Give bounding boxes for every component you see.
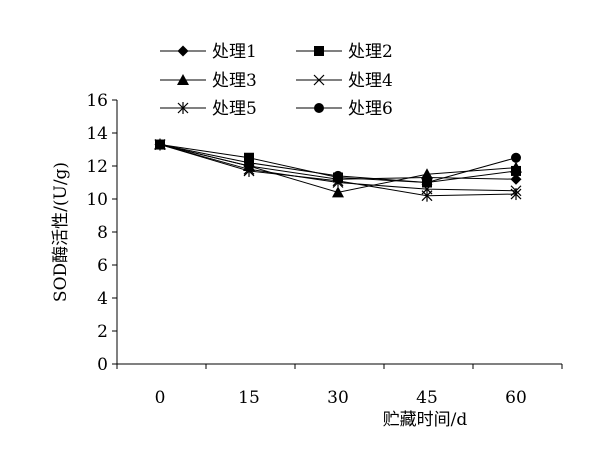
marker-asterisk xyxy=(510,188,522,201)
legend-entry: 处理6 xyxy=(296,99,393,119)
series-6 xyxy=(155,139,521,188)
marker-triangle xyxy=(177,74,189,85)
legend-entry: 处理3 xyxy=(160,71,257,91)
legend-label: 处理5 xyxy=(212,99,257,119)
legend-entry: 处理4 xyxy=(296,71,393,91)
legend-entry: 处理5 xyxy=(160,99,257,119)
y-axis-ticks: 0 2 4 6 8 10 12 14 16 xyxy=(86,91,117,375)
marker-x xyxy=(313,74,325,86)
legend-label: 处理3 xyxy=(212,71,257,91)
y-tick-label: 2 xyxy=(97,322,108,342)
y-tick-label: 6 xyxy=(97,256,108,276)
legend-label: 处理4 xyxy=(348,71,393,91)
x-tick-label: 0 xyxy=(155,388,166,408)
y-tick-label: 8 xyxy=(97,223,108,243)
marker-square xyxy=(314,46,324,56)
legend: 处理1 处理2 处理3 处理4 处理5 处理6 xyxy=(160,42,393,119)
x-axis-ticks: 0 15 30 45 60 xyxy=(116,364,563,408)
series-lines xyxy=(154,138,522,202)
marker-triangle xyxy=(421,168,433,180)
legend-label: 处理2 xyxy=(348,42,393,62)
y-tick-label: 14 xyxy=(86,124,108,144)
x-tick-label: 30 xyxy=(327,388,349,408)
legend-label: 处理6 xyxy=(348,99,393,119)
marker-asterisk xyxy=(177,102,189,114)
marker-triangle xyxy=(510,161,522,173)
marker-circle xyxy=(155,139,165,150)
marker-circle xyxy=(314,103,324,113)
marker-circle xyxy=(333,170,343,181)
marker-x-stroke xyxy=(313,74,325,86)
marker-asterisk xyxy=(421,189,433,202)
x-tick-label: 60 xyxy=(505,388,527,408)
legend-label: 处理1 xyxy=(212,42,257,62)
series-3 xyxy=(154,138,522,198)
x-tick-label: 15 xyxy=(238,388,260,408)
marker-circle xyxy=(244,157,254,168)
marker-diamond xyxy=(177,45,189,57)
marker-circle xyxy=(422,177,432,188)
marker-triangle xyxy=(332,186,344,198)
y-tick-label: 10 xyxy=(86,190,108,210)
y-tick-label: 12 xyxy=(86,157,108,177)
y-tick-label: 0 xyxy=(97,355,108,375)
y-axis-title: SOD酶活性/(U/g) xyxy=(51,162,71,302)
y-tick-label: 4 xyxy=(97,289,108,309)
legend-entry: 处理2 xyxy=(296,42,393,62)
marker-diamond xyxy=(510,173,522,185)
axes xyxy=(116,100,562,365)
x-axis-title: 贮藏时间/d xyxy=(383,410,468,430)
x-tick-label: 45 xyxy=(416,388,438,408)
y-tick-label: 16 xyxy=(86,91,108,111)
legend-entry: 处理1 xyxy=(160,42,257,62)
marker-circle xyxy=(511,152,521,163)
